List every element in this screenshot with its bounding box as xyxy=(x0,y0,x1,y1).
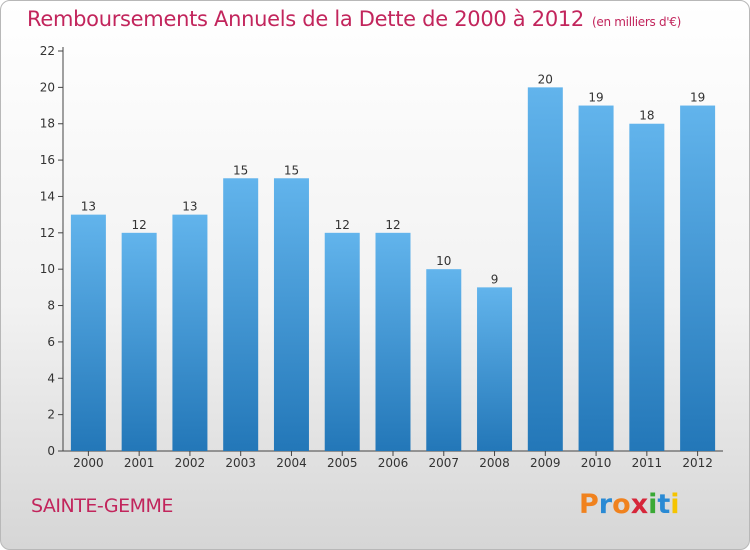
bar xyxy=(375,232,411,451)
value-label: 12 xyxy=(335,218,350,232)
x-tick-label: 2001 xyxy=(124,456,155,470)
y-tick-label: 12 xyxy=(40,226,55,240)
bar xyxy=(578,105,614,451)
bar xyxy=(426,269,462,451)
y-tick-label: 2 xyxy=(47,408,55,422)
x-tick-label: 2000 xyxy=(73,456,104,470)
value-label: 20 xyxy=(538,72,553,86)
value-label: 10 xyxy=(436,254,451,268)
value-label: 13 xyxy=(81,200,96,214)
value-label: 15 xyxy=(284,163,299,177)
bar xyxy=(324,232,360,451)
logo-letter: r xyxy=(598,489,613,520)
y-tick-label: 20 xyxy=(40,80,55,94)
y-tick-label: 4 xyxy=(47,371,55,385)
chart-unit: (en milliers d'€) xyxy=(592,15,682,29)
x-tick-label: 2006 xyxy=(378,456,409,470)
value-label: 19 xyxy=(690,91,705,105)
logo-letter: o xyxy=(612,489,631,520)
x-tick-label: 2009 xyxy=(530,456,561,470)
logo-letter: i xyxy=(648,489,658,520)
bar xyxy=(172,214,208,451)
y-tick-label: 22 xyxy=(40,44,55,58)
x-tick-label: 2003 xyxy=(225,456,256,470)
value-label: 9 xyxy=(491,272,499,286)
x-tick-label: 2008 xyxy=(479,456,510,470)
value-label: 18 xyxy=(639,109,654,123)
value-label: 12 xyxy=(385,218,400,232)
x-tick-label: 2012 xyxy=(682,456,713,470)
bar xyxy=(477,287,513,451)
bar xyxy=(680,105,716,451)
proxiti-logo: Proxiti xyxy=(579,489,680,520)
value-label: 15 xyxy=(233,163,248,177)
y-tick-label: 10 xyxy=(40,262,55,276)
bar xyxy=(223,178,259,452)
chart-title-text: Remboursements Annuels de la Dette de 20… xyxy=(27,7,584,31)
y-tick-label: 16 xyxy=(40,153,55,167)
bar xyxy=(273,178,309,452)
value-label: 12 xyxy=(132,218,147,232)
value-labels: 13 12 13 15 15 12 12 10 9 20 19 18 19 xyxy=(81,72,706,286)
bar xyxy=(70,214,106,451)
value-label: 13 xyxy=(182,200,197,214)
y-tick-label: 18 xyxy=(40,117,55,131)
logo-letter: x xyxy=(630,489,649,520)
x-tick-label: 2010 xyxy=(581,456,612,470)
bar xyxy=(629,123,665,452)
y-tick-label: 14 xyxy=(40,189,55,203)
chart-title: Remboursements Annuels de la Dette de 20… xyxy=(27,7,681,31)
bar xyxy=(527,87,563,451)
logo-letter: t xyxy=(657,489,671,520)
y-tick-label: 6 xyxy=(47,335,55,349)
x-tick-label: 2005 xyxy=(327,456,358,470)
bar xyxy=(121,232,157,451)
bars xyxy=(70,87,716,452)
y-tick-label: 8 xyxy=(47,299,55,313)
logo-letter: P xyxy=(579,489,599,520)
value-label: 19 xyxy=(588,91,603,105)
x-tick-label: 2011 xyxy=(632,456,663,470)
x-tick-label: 2007 xyxy=(428,456,459,470)
x-tick-labels: 2000 2001 2002 2003 2004 2005 2006 2007 2008 2009… xyxy=(73,456,713,470)
logo-letter: i xyxy=(670,489,680,520)
x-tick-label: 2002 xyxy=(175,456,206,470)
commune-name: SAINTE-GEMME xyxy=(31,495,173,517)
x-tick-label: 2004 xyxy=(276,456,307,470)
y-tick-label: 0 xyxy=(47,444,55,458)
